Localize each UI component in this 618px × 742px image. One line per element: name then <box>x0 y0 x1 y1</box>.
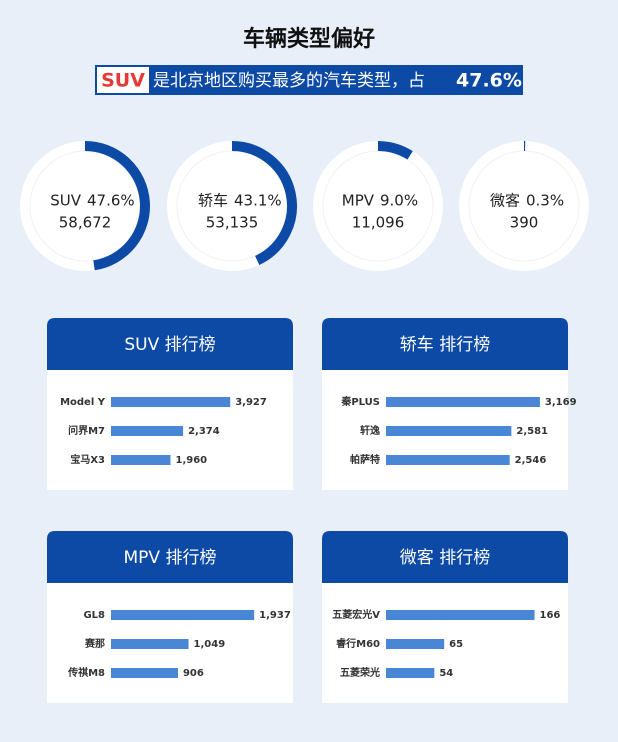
bar-label: 问界M7 <box>68 424 105 437</box>
bar-label: 睿行M60 <box>336 637 380 650</box>
title: 车辆类型偏好 <box>243 26 375 52</box>
subtitle-value: 47.6% <box>456 70 522 92</box>
ring-share: 43.1% <box>234 192 282 210</box>
ring-arc <box>231 141 297 265</box>
bar-value: 1,937 <box>259 610 291 621</box>
bar <box>111 426 184 436</box>
bar <box>111 610 255 620</box>
bar-value: 3,169 <box>545 397 577 408</box>
panel-header <box>322 318 568 370</box>
ring-arc <box>84 141 150 271</box>
bar-label: 传祺M8 <box>67 666 105 679</box>
bar <box>386 639 445 649</box>
bar-value: 2,374 <box>188 426 220 437</box>
panel-body <box>322 581 568 703</box>
bar-value: 2,581 <box>516 426 548 437</box>
bar-label: Model Y <box>60 397 106 408</box>
bar-label: GL8 <box>83 610 105 621</box>
subtitle-text: 是北京地区购买最多的汽车类型，占 <box>153 71 425 91</box>
ring-share: 9.0% <box>380 192 418 210</box>
bar <box>386 610 535 620</box>
bar-value: 2,546 <box>515 455 547 466</box>
ring-name: 轿车 <box>198 192 228 210</box>
bar-value: 1,960 <box>176 455 208 466</box>
bar-value: 1,049 <box>194 639 226 650</box>
bar <box>111 639 189 649</box>
ring-name: SUV <box>50 192 82 210</box>
bar-value: 65 <box>449 639 463 650</box>
panel-title: 微客 排行榜 <box>400 548 490 568</box>
bar-value: 906 <box>183 668 204 679</box>
panel-header <box>47 318 293 370</box>
panel-title: SUV 排行榜 <box>124 335 215 355</box>
panel-header <box>322 531 568 583</box>
ring-count: 53,135 <box>206 214 259 232</box>
ring-share: 0.3% <box>526 192 564 210</box>
bar-value: 166 <box>540 610 561 621</box>
subtitle-banner <box>95 65 523 95</box>
subtitle-highlight: SUV <box>101 70 145 92</box>
ring-name: 微客 <box>490 192 520 210</box>
highlight-box <box>97 67 149 93</box>
panel-title: MPV 排行榜 <box>124 548 217 568</box>
bar <box>386 426 512 436</box>
bar-label: 轩逸 <box>360 424 380 437</box>
bar-label: 宝马X3 <box>70 453 105 466</box>
bar-value: 3,927 <box>235 397 267 408</box>
bar <box>111 668 178 678</box>
bar <box>386 668 435 678</box>
bar-value: 54 <box>439 668 453 679</box>
bar-label: 五菱宏光V <box>332 608 380 621</box>
ring-count: 11,096 <box>352 214 405 232</box>
ring-arc <box>377 141 413 160</box>
ring-name: MPV <box>342 192 375 210</box>
ring-share: 47.6% <box>87 192 135 210</box>
panel-header <box>47 531 293 583</box>
bar-label: 秦PLUS <box>340 395 380 408</box>
bar-label: 赛那 <box>84 637 105 650</box>
bar <box>111 397 231 407</box>
ring-count: 58,672 <box>59 214 112 232</box>
bar-label: 帕萨特 <box>350 453 380 466</box>
bar <box>386 455 510 465</box>
panel-title: 轿车 排行榜 <box>400 335 490 355</box>
bar-label: 五菱荣光 <box>340 666 380 679</box>
bar <box>386 397 540 407</box>
bar <box>111 455 171 465</box>
ring-count: 390 <box>510 214 539 232</box>
